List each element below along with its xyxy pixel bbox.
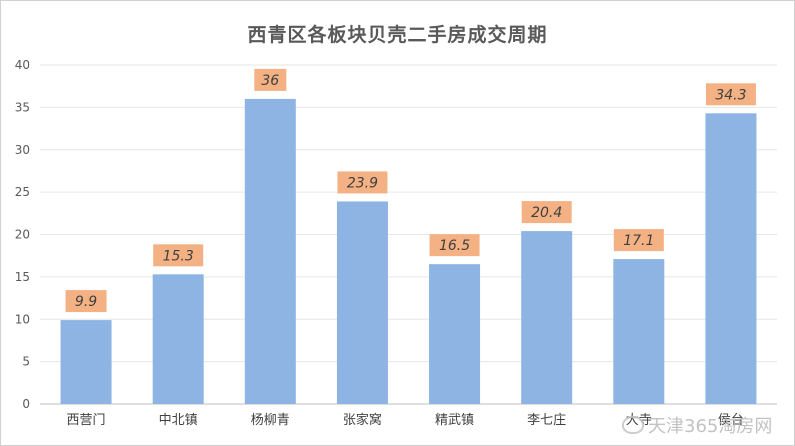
data-label-box [521,201,572,224]
data-label-box [613,229,664,252]
y-tick-label: 10 [15,312,30,326]
y-tick-label: 35 [15,100,30,114]
data-label-box [65,290,107,313]
bar [429,264,481,404]
x-tick-label: 李七庄 [527,412,566,428]
y-tick-label: 25 [15,185,30,199]
data-label: 9.9 [75,294,97,310]
x-tick-label: 中北镇 [159,413,198,428]
y-tick-label: 15 [15,270,30,284]
bar [705,113,757,405]
weibo-icon [622,416,644,434]
chart-title: 西青区各板块贝壳二手房成交周期 [247,24,548,46]
watermark-text: 天津365淘房网 [648,416,773,437]
x-tick-label: 杨柳青 [251,413,290,428]
bar [521,231,573,404]
x-tick-label: 侯台 [718,413,744,428]
bar [152,274,204,404]
y-tick-label: 0 [22,397,30,411]
data-label: 36 [261,73,279,89]
y-tick-label: 30 [15,143,30,157]
data-label: 15.3 [163,248,194,264]
data-label: 20.4 [531,205,562,221]
data-label: 17.1 [623,233,654,249]
bar [613,259,665,404]
data-label: 16.5 [439,238,470,254]
x-tick-label: 精武镇 [435,413,474,428]
y-tick-label: 20 [15,228,30,242]
data-label: 34.3 [715,87,746,103]
data-label-box [705,83,756,106]
data-label-box [254,68,287,91]
y-tick-label: 5 [22,355,30,369]
data-label-box [153,244,204,267]
watermark: 天津365淘房网 [622,412,772,438]
data-label-box [337,171,388,194]
x-tick-label: 张家窝 [343,412,382,428]
bar [60,320,112,404]
bar [336,201,388,404]
x-tick-label: 西营门 [67,413,106,428]
data-label-box [429,234,480,257]
y-tick-label: 40 [15,58,30,72]
bar [244,98,296,405]
data-label: 23.9 [347,175,378,191]
